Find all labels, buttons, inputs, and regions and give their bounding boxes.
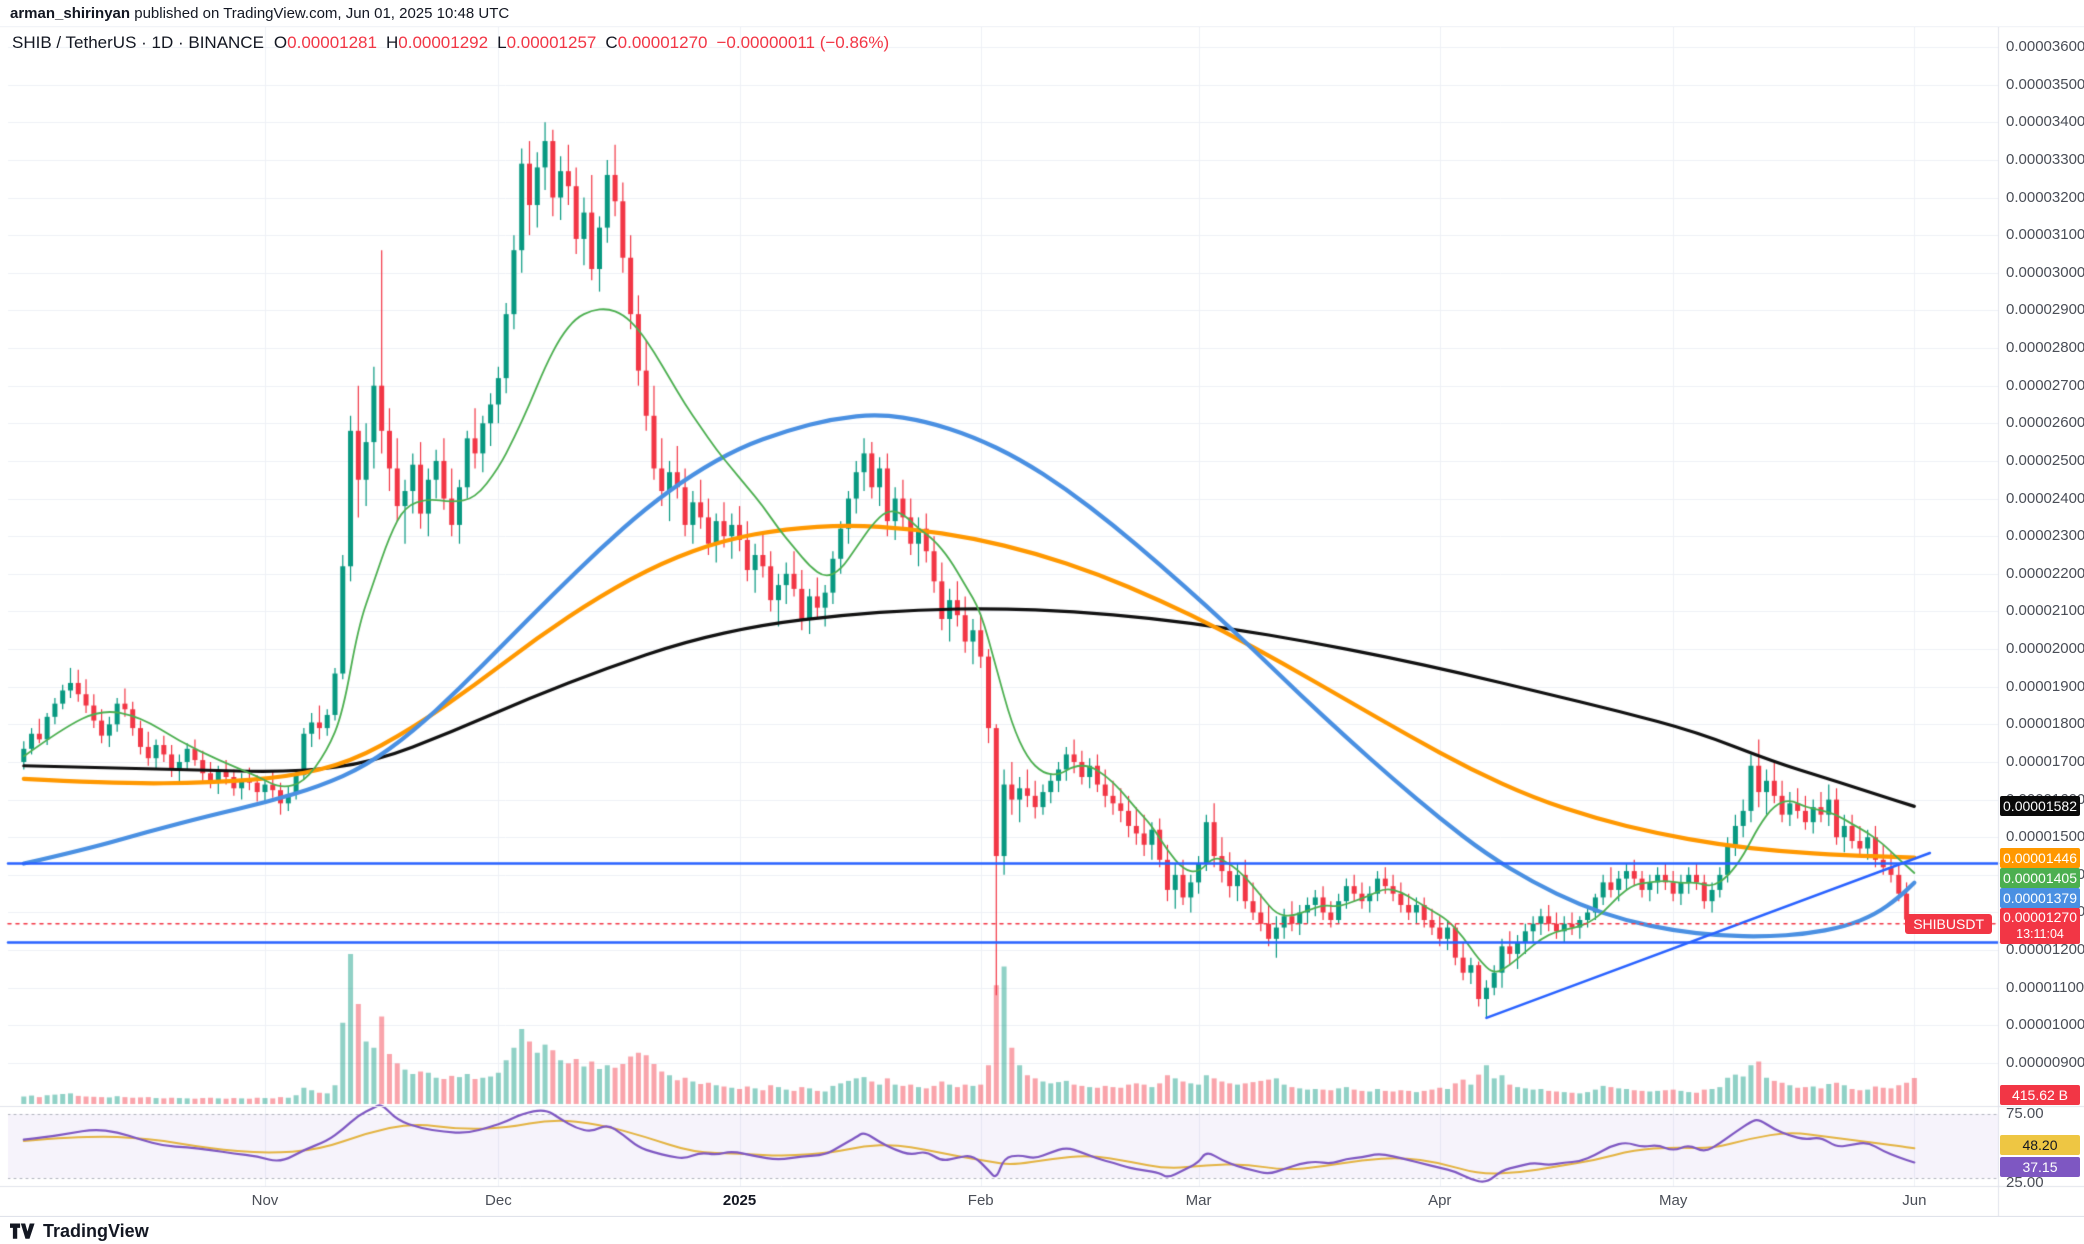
price-axis-label: 0.00003400 (2006, 113, 2084, 131)
attribution-text: published on TradingView.com, Jun 01, 20… (130, 4, 510, 22)
change-value: −0.00000011 (−0.86%) (716, 33, 890, 52)
price-axis-label: 0.00002800 (2006, 339, 2084, 357)
ma100-price-badge: 0.00001446 (2000, 848, 2080, 868)
last-price-value: 0.00001270 (2003, 909, 2077, 925)
price-axis-label: 0.00002500 (2006, 451, 2084, 469)
price-axis-label: 0.00000900 (2006, 1054, 2084, 1071)
ohlc-close: C0.00001270 (605, 33, 708, 52)
time-axis-label: Mar (1185, 1192, 1212, 1209)
price-axis-label: 0.00002200 (2006, 564, 2084, 582)
price-axis-label: 0.00003100 (2006, 226, 2084, 244)
bar-countdown: 13:11:04 (2016, 927, 2064, 941)
price-axis-label: 0.00002300 (2006, 527, 2084, 545)
price-axis-label: 0.00001100 (2006, 978, 2084, 996)
price-axis-label: 0.00001700 (2006, 752, 2084, 770)
ma-fast-price-badge: 0.00001405 (2000, 868, 2080, 888)
symbol-tag: SHIBUSDT (1905, 914, 1992, 934)
time-axis-label: 2025 (722, 1192, 757, 1209)
price-axis-label: 0.00002900 (2006, 301, 2084, 319)
ma50-price-badge: 0.00001379 (2000, 888, 2080, 908)
price-axis-label: 0.00003300 (2006, 150, 2084, 168)
symbol-title[interactable]: SHIB / TetherUS · 1D · BINANCE (12, 33, 264, 52)
price-axis-label: 0.00003200 (2006, 188, 2084, 206)
rsi-lower-band-label: 25.00 (2006, 1174, 2044, 1191)
tradingview-logo[interactable] (10, 1223, 36, 1240)
rsi-ma-badge: 48.20 (2000, 1135, 2080, 1155)
price-axis-label: 0.00002100 (2006, 602, 2084, 620)
volume-badge: 415.62 B (2000, 1085, 2080, 1105)
ohlc-open: O0.00001281 (273, 33, 377, 52)
price-axis-label: 0.00002400 (2006, 489, 2084, 507)
price-axis-label: 0.00001000 (2006, 1016, 2084, 1034)
chart-legend[interactable]: SHIB / TetherUS · 1D · BINANCE O0.000012… (12, 33, 889, 53)
price-axis-label: 0.00002600 (2006, 414, 2084, 432)
price-axis-label: 0.00001800 (2006, 715, 2084, 733)
time-axis-label: May (1658, 1192, 1688, 1209)
footer-bar: TradingView (0, 1216, 2084, 1244)
time-axis-label: Dec (485, 1192, 512, 1209)
tradingview-brand[interactable]: TradingView (43, 1220, 149, 1241)
ma200-price-badge: 0.00001582 (2000, 796, 2080, 816)
time-axis-label: Feb (967, 1192, 994, 1209)
ohlc-high: H0.00001292 (385, 33, 489, 52)
price-axis-label: 0.00001200 (2006, 941, 2084, 959)
price-axis-label: 0.00003000 (2006, 263, 2084, 281)
time-axis-label: Apr (1428, 1192, 1452, 1209)
price-axis-label: 0.00001900 (2006, 677, 2084, 695)
ohlc-low: L0.00001257 (497, 33, 597, 52)
author-name: arman_shirinyan (10, 4, 131, 22)
price-axis-label: 0.00002000 (2006, 640, 2084, 658)
time-axis-label: Nov (251, 1192, 279, 1209)
price-axis-label: 0.00003500 (2006, 75, 2084, 93)
rsi-upper-band-label: 75.00 (2006, 1105, 2044, 1122)
price-axis-label: 0.00001500 (2006, 828, 2084, 846)
time-axis-label: Jun (1902, 1192, 1927, 1209)
price-axis-label: 0.00003600 (2006, 38, 2084, 55)
last-price-badge: 0.00001270 13:11:04 (2000, 908, 2080, 944)
rsi-value-badge: 37.15 (2000, 1157, 2080, 1177)
attribution-bar: arman_shirinyan published on TradingView… (0, 0, 2084, 27)
price-axis-label: 0.00002700 (2006, 376, 2084, 394)
